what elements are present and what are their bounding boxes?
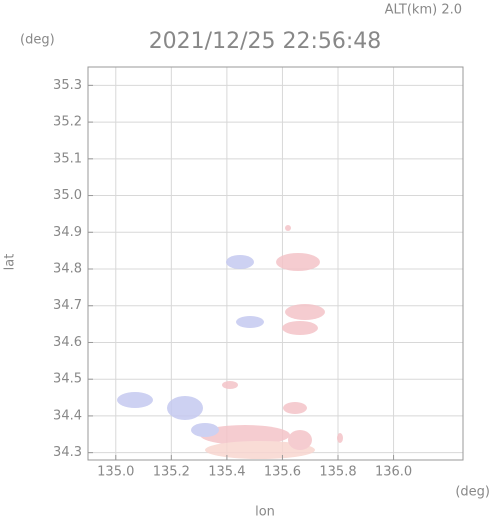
x-tick-label: 135.8 (319, 465, 356, 480)
x-tick-label: 135.6 (264, 465, 301, 480)
echo (117, 392, 153, 408)
echo (222, 381, 238, 389)
y-tick-label: 34.8 (53, 262, 82, 277)
echo (337, 433, 343, 443)
x-label: lon (255, 505, 275, 520)
x-tick-label: 135.4 (208, 465, 245, 480)
x-tick-label: 135.2 (153, 465, 190, 480)
y-tick-label: 35.3 (53, 78, 82, 93)
echo (167, 396, 203, 420)
echo (205, 441, 315, 459)
echo (285, 304, 325, 320)
echo (200, 425, 290, 445)
echoes (117, 225, 343, 459)
x-tick-label: 135.0 (97, 465, 134, 480)
y-label: lat (3, 254, 18, 271)
echo (236, 316, 264, 328)
x-unit: (deg) (455, 485, 490, 500)
echo (226, 255, 254, 269)
echo (285, 225, 291, 231)
y-tick-label: 34.7 (53, 298, 82, 313)
frame (87, 66, 464, 461)
y-tick-label: 34.4 (53, 408, 82, 423)
y-tick-label: 35.0 (53, 188, 82, 203)
x-tick-label: 136.0 (375, 465, 412, 480)
y-unit: (deg) (20, 33, 55, 48)
echo (191, 423, 219, 437)
echo (276, 253, 320, 271)
y-tick-label: 35.2 (53, 115, 82, 130)
y-tick-label: 34.6 (53, 335, 82, 350)
y-tick-label: 34.9 (53, 225, 82, 240)
echo (288, 430, 312, 450)
altitude: ALT(km) 2.0 (385, 3, 462, 18)
title: 2021/12/25 22:56:48 (149, 29, 382, 54)
y-tick-label: 34.3 (53, 445, 82, 460)
echo (283, 402, 307, 414)
y-tick-label: 34.5 (53, 372, 82, 387)
y-tick-label: 35.1 (53, 151, 82, 166)
echo (282, 321, 318, 335)
